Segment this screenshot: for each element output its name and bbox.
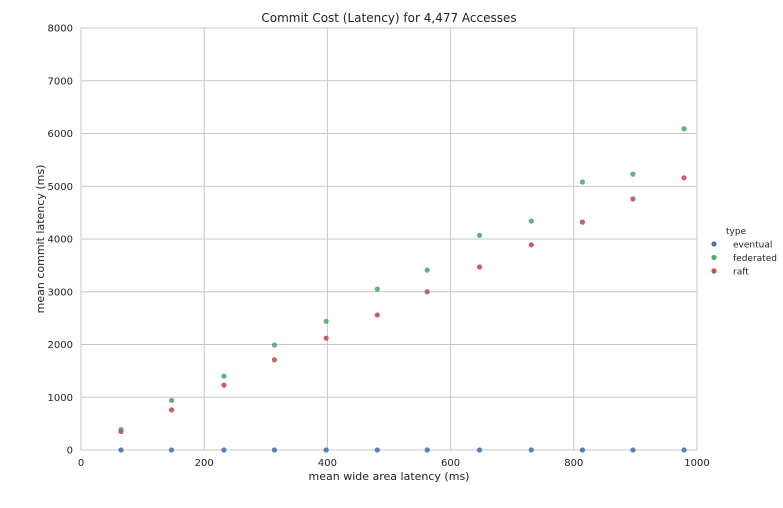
- data-point-eventual: [374, 447, 380, 453]
- data-point-federated: [424, 267, 430, 273]
- data-point-federated: [168, 397, 175, 404]
- legend-label-eventual: eventual: [733, 241, 772, 251]
- data-point-raft: [168, 407, 175, 413]
- y-tick-label: 5000: [48, 182, 73, 193]
- data-point-raft: [579, 219, 586, 225]
- data-point-eventual: [476, 447, 483, 453]
- data-point-federated: [374, 286, 380, 292]
- axes: 0 200 400 600 800 1000 0 1000 2000 3000 4000 5000 60…: [48, 24, 710, 470]
- x-tick-label: 400: [318, 458, 337, 469]
- x-axis-label: mean wide area latency (ms): [309, 470, 470, 483]
- x-tick-label: 1000: [684, 458, 709, 469]
- y-tick-label: 3000: [48, 287, 73, 298]
- y-axis-label: mean commit latency (ms): [34, 165, 47, 314]
- data-point-eventual: [681, 447, 687, 453]
- data-point-eventual: [271, 447, 278, 453]
- data-point-eventual: [424, 447, 430, 453]
- data-point-raft: [528, 242, 534, 248]
- data-point-raft: [271, 357, 278, 363]
- grid: [80, 27, 698, 451]
- data-point-raft: [681, 175, 687, 181]
- y-tick-label: 6000: [48, 129, 73, 140]
- data-point-raft: [374, 312, 380, 318]
- chart-title: Commit Cost (Latency) for 4,477 Accesses: [261, 11, 516, 25]
- data-point-eventual: [118, 447, 124, 453]
- legend: type eventual federated raft: [711, 227, 777, 278]
- data-point-federated: [271, 342, 278, 348]
- data-point-federated: [528, 218, 534, 224]
- data-point-raft: [476, 264, 483, 270]
- data-point-eventual: [168, 447, 175, 453]
- legend-title: type: [726, 227, 747, 237]
- data-point-raft: [221, 382, 227, 388]
- legend-marker-raft: [711, 268, 717, 274]
- data-point-federated: [630, 171, 636, 177]
- y-tick-label: 7000: [48, 76, 73, 87]
- y-tick-label: 1000: [48, 393, 73, 404]
- data-point-eventual: [579, 447, 586, 453]
- x-tick-label: 0: [78, 458, 84, 469]
- data-point-eventual: [630, 447, 636, 453]
- data-point-raft: [630, 196, 636, 202]
- data-point-federated: [579, 179, 586, 185]
- data-point-raft: [424, 289, 430, 295]
- y-tick-label: 8000: [48, 24, 73, 35]
- x-tick-label: 800: [564, 458, 583, 469]
- legend-label-federated: federated: [733, 254, 777, 264]
- y-tick-label: 2000: [48, 340, 73, 351]
- x-tick-label: 200: [195, 458, 214, 469]
- data-points: [118, 126, 687, 453]
- data-point-raft: [323, 335, 329, 341]
- data-point-eventual: [221, 447, 227, 453]
- data-point-federated: [681, 126, 687, 132]
- legend-marker-eventual: [711, 241, 717, 247]
- y-tick-label: 0: [67, 446, 73, 457]
- x-tick-label: 600: [441, 458, 460, 469]
- data-point-eventual: [323, 447, 329, 453]
- data-point-federated: [221, 373, 227, 379]
- y-tick-label: 4000: [48, 235, 73, 246]
- data-point-eventual: [528, 447, 534, 453]
- legend-label-raft: raft: [733, 268, 749, 278]
- data-point-federated: [476, 232, 483, 238]
- legend-marker-federated: [711, 254, 717, 261]
- data-point-raft: [118, 428, 124, 435]
- data-point-federated: [323, 318, 329, 324]
